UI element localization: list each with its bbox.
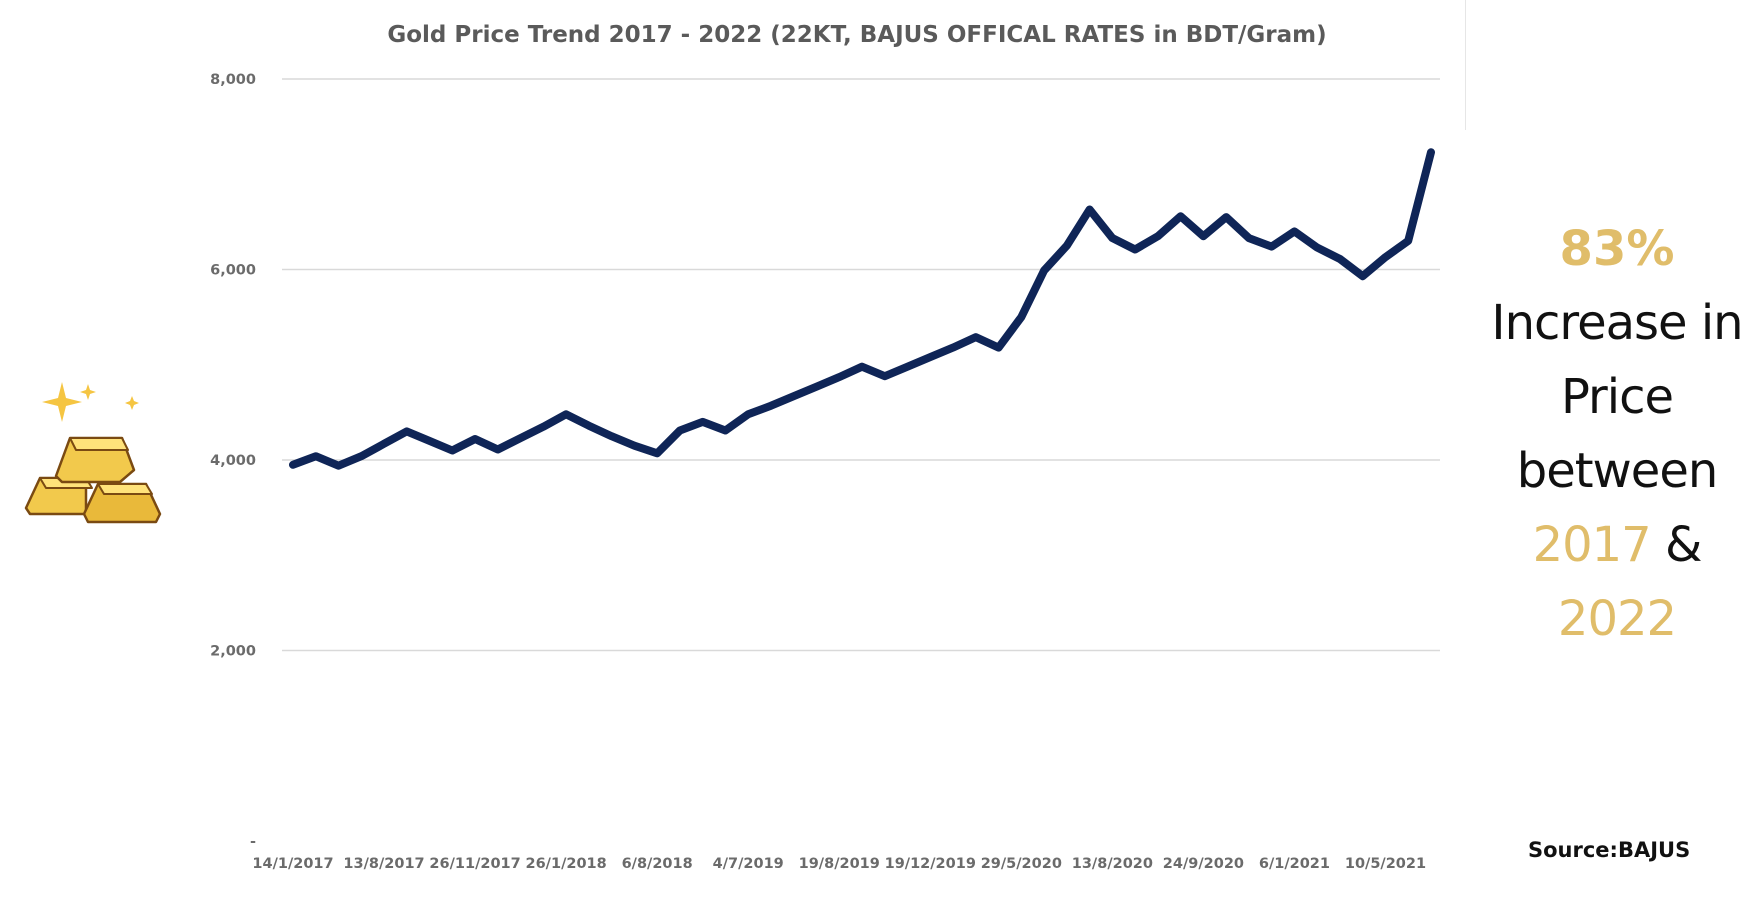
y-tick-label: 8,000 — [210, 72, 256, 88]
summary-line-3: between — [1516, 443, 1719, 499]
panel-divider — [1465, 0, 1466, 130]
x-tick-label: 26/1/2018 — [526, 856, 607, 872]
x-tick-label: 6/1/2021 — [1259, 856, 1330, 872]
year-start: 2017 — [1532, 517, 1652, 573]
year-ampersand: & — [1664, 517, 1702, 573]
summary-years: 2017 & 2022 — [1470, 508, 1764, 656]
x-tick-label: 19/8/2019 — [799, 856, 880, 872]
x-tick-label: 4/7/2019 — [713, 856, 784, 872]
price-series-line — [289, 148, 1435, 470]
gold-bars-sparkles-icon — [24, 382, 162, 524]
summary-line-2: Price — [1560, 369, 1674, 425]
summary-callout: 83% Increase in Price between 2017 & 202… — [1470, 212, 1764, 656]
x-tick-label: 24/9/2020 — [1163, 856, 1244, 872]
x-tick-label: 26/11/2017 — [429, 856, 520, 872]
source-label: Source:BAJUS — [1528, 838, 1691, 862]
y-tick-label: - — [250, 834, 256, 850]
x-tick-label: 29/5/2020 — [981, 856, 1062, 872]
x-tick-label: 13/8/2017 — [343, 856, 424, 872]
percent-increase: 83% — [1559, 221, 1675, 277]
x-tick-label: 13/8/2020 — [1072, 856, 1153, 872]
year-end: 2022 — [1557, 591, 1677, 647]
x-axis-tick-labels: 14/1/2017 13/8/2017 26/11/2017 26/1/2018 6/8… — [252, 856, 1426, 872]
y-tick-label: 2,000 — [210, 644, 256, 660]
chart-title: Gold Price Trend 2017 - 2022 (22KT, BAJU… — [387, 22, 1326, 48]
x-tick-label: 10/5/2021 — [1345, 856, 1426, 872]
y-tick-label: 4,000 — [210, 453, 256, 469]
summary-line-1: Increase in — [1491, 295, 1743, 351]
x-tick-label: 14/1/2017 — [252, 856, 333, 872]
y-axis-tick-labels: - 2,000 4,000 6,000 8,000 — [210, 72, 256, 850]
x-tick-label: 6/8/2018 — [622, 856, 693, 872]
y-tick-label: 6,000 — [210, 263, 256, 279]
gridlines — [282, 78, 1440, 652]
x-tick-label: 19/12/2019 — [885, 856, 976, 872]
